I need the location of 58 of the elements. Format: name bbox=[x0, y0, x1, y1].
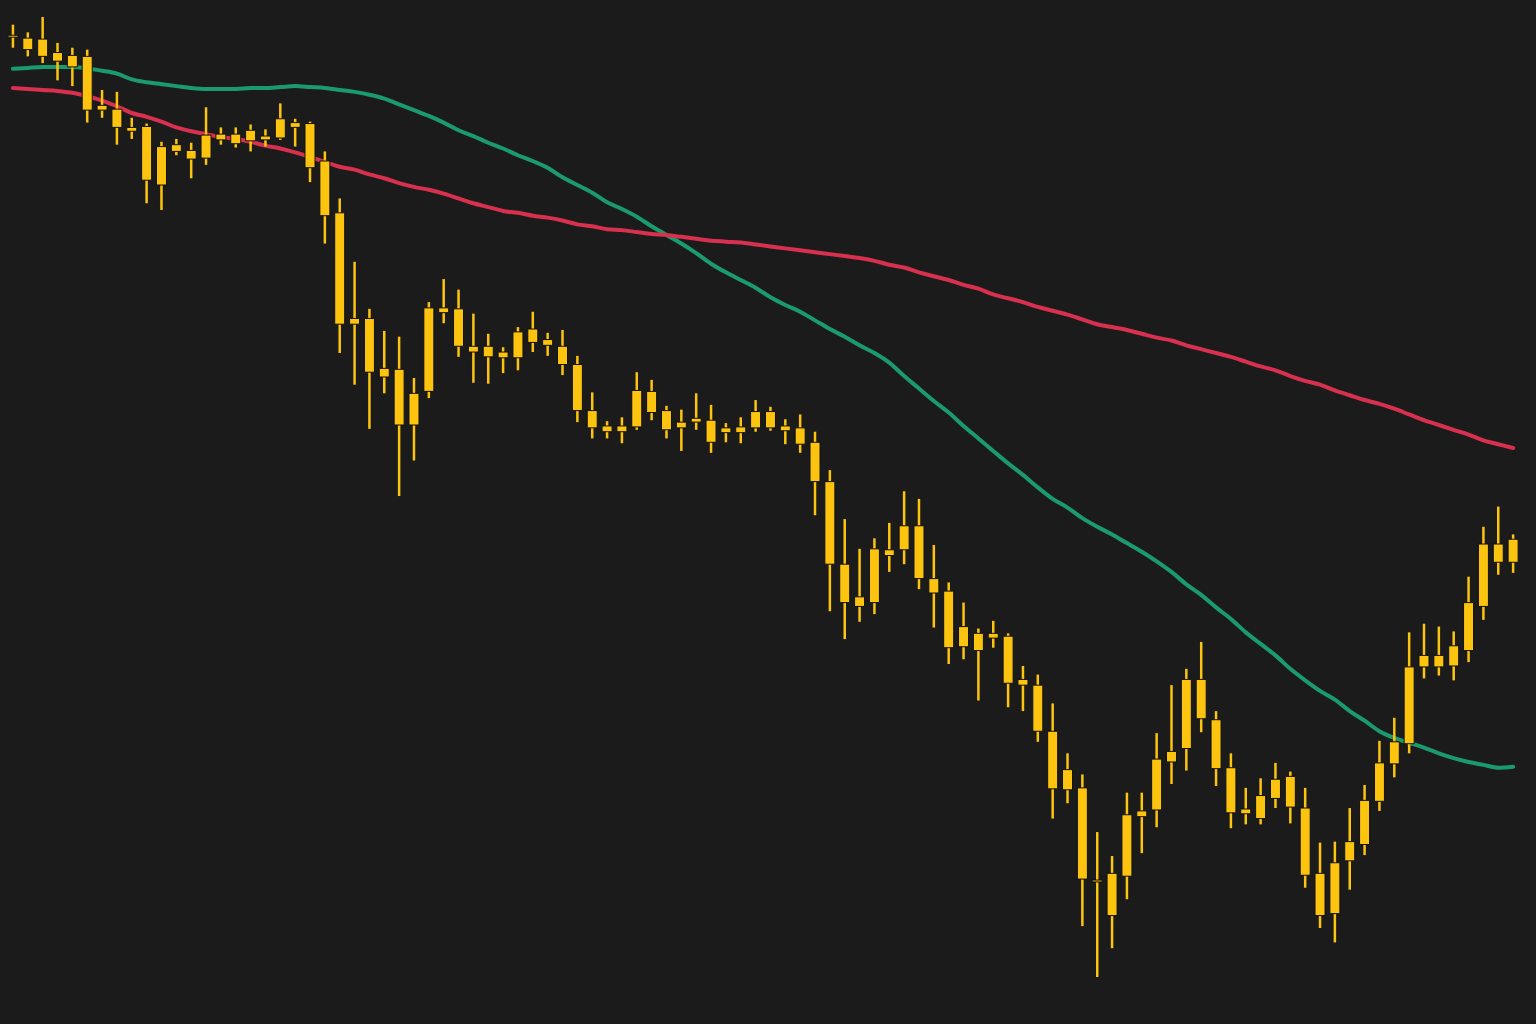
candlestick bbox=[1507, 533, 1519, 575]
candlestick bbox=[527, 310, 539, 354]
candlestick bbox=[1418, 622, 1430, 680]
candlestick bbox=[646, 378, 658, 422]
candlestick bbox=[690, 392, 702, 432]
candlestick bbox=[1255, 777, 1267, 826]
candlestick bbox=[705, 403, 717, 455]
candlestick bbox=[349, 260, 361, 386]
candlestick bbox=[467, 312, 479, 385]
candlestick bbox=[764, 405, 776, 433]
candlestick bbox=[586, 391, 598, 440]
candlestick bbox=[96, 88, 108, 120]
candlestick bbox=[1433, 625, 1445, 677]
candlestick bbox=[557, 328, 569, 377]
candlestick bbox=[854, 547, 866, 624]
candlestick bbox=[735, 416, 747, 445]
candlestick bbox=[1492, 505, 1504, 577]
candlestick bbox=[111, 90, 123, 146]
candlestick bbox=[542, 331, 554, 358]
candlestick bbox=[52, 41, 64, 82]
candlestick bbox=[750, 398, 762, 433]
candlestick bbox=[675, 408, 687, 453]
candlestick bbox=[1136, 791, 1148, 855]
candlestick bbox=[37, 15, 49, 65]
candlestick bbox=[779, 417, 791, 446]
candlestick bbox=[126, 116, 138, 141]
candlestick bbox=[616, 416, 628, 445]
candlestick bbox=[289, 117, 301, 148]
candlestick bbox=[438, 277, 450, 325]
candlestick bbox=[22, 31, 34, 58]
candlestick bbox=[987, 619, 999, 649]
candlestick bbox=[185, 141, 197, 180]
candlestick bbox=[794, 413, 806, 455]
candlestick bbox=[1240, 786, 1252, 826]
candlestick bbox=[1344, 806, 1356, 891]
candlestick bbox=[1017, 664, 1029, 713]
candlestick bbox=[928, 543, 940, 629]
candlestick bbox=[1165, 683, 1177, 786]
candlestick bbox=[200, 105, 212, 167]
candlestick bbox=[1269, 761, 1281, 810]
candlestick bbox=[720, 421, 732, 444]
candlestick bbox=[972, 627, 984, 702]
candlestick bbox=[883, 521, 895, 574]
candlestick bbox=[660, 404, 672, 440]
candlestick bbox=[898, 489, 910, 566]
candlestick bbox=[482, 332, 494, 385]
candlestick bbox=[378, 329, 390, 395]
candlestick bbox=[958, 601, 970, 661]
candlestick bbox=[1388, 716, 1400, 779]
candlestick bbox=[1448, 630, 1460, 682]
candlestick bbox=[245, 123, 257, 153]
candlestick bbox=[7, 23, 19, 49]
candlestick bbox=[230, 126, 242, 149]
candlestick bbox=[497, 345, 509, 375]
candlestick bbox=[274, 102, 286, 142]
candlestick bbox=[66, 46, 78, 88]
candlestick bbox=[1091, 830, 1103, 979]
candlestick bbox=[1062, 752, 1074, 805]
